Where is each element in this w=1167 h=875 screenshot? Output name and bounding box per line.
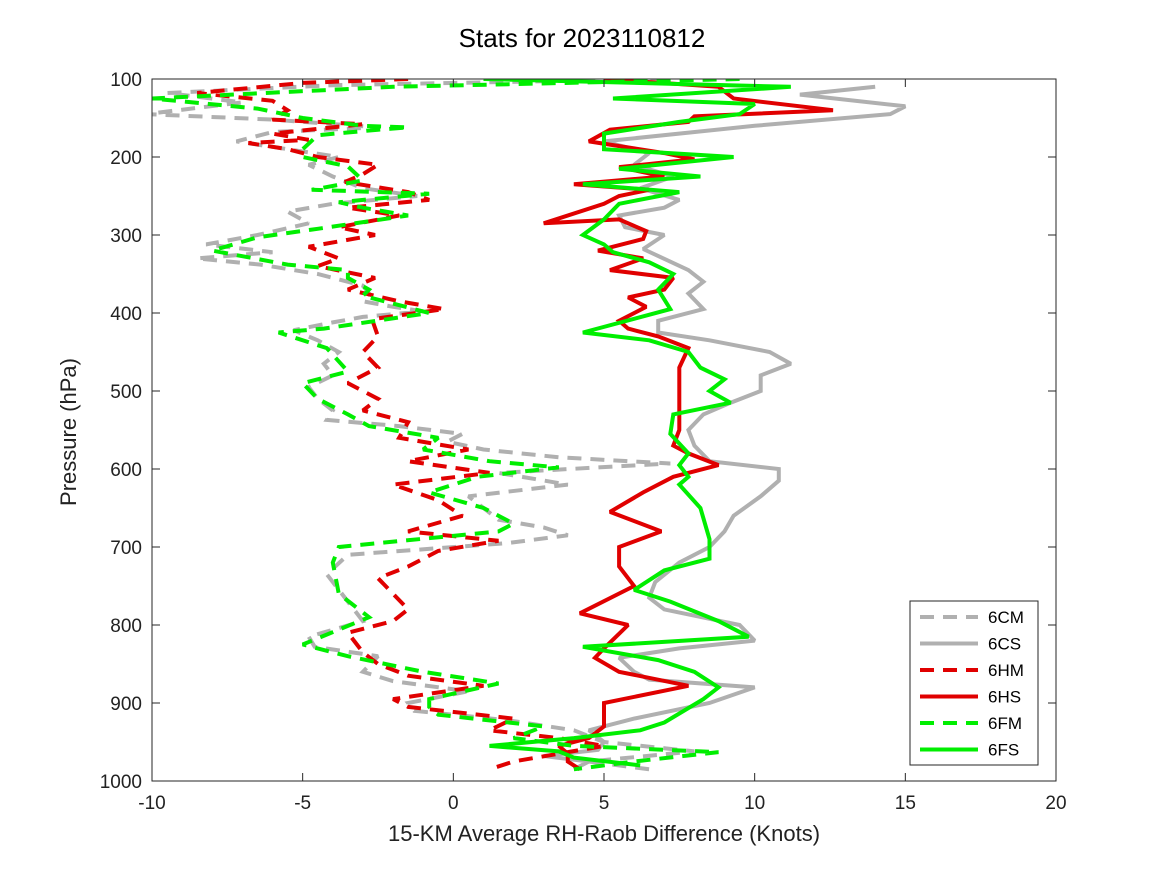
series-line-6hm xyxy=(196,79,605,772)
y-tick-label: 800 xyxy=(110,616,142,637)
x-tick-label: 20 xyxy=(1045,793,1066,814)
legend-label-6cm: 6CM xyxy=(988,608,1024,627)
x-tick-label: -5 xyxy=(294,793,311,814)
series-layer xyxy=(152,79,907,772)
y-tick-label: 1000 xyxy=(100,772,142,793)
x-tick-label: 0 xyxy=(448,793,459,814)
legend: 6CM 6CS 6HM 6HS 6FM 6FS xyxy=(909,600,1039,766)
ticks-layer: -10 -5 0 5 10 15 20 100 200 300 400 500 600 700 800 900… xyxy=(100,70,1067,814)
y-tick-label: 700 xyxy=(110,538,142,559)
legend-label-6fm: 6FM xyxy=(988,714,1022,733)
y-axis-label: Pressure (hPa) xyxy=(56,358,81,506)
y-tick-label: 400 xyxy=(110,304,142,325)
y-tick-label: 900 xyxy=(110,694,142,715)
chart-title: Stats for 2023110812 xyxy=(459,23,706,53)
legend-label-6cs: 6CS xyxy=(988,635,1021,654)
x-tick-label: 15 xyxy=(895,793,916,814)
y-tick-label: 200 xyxy=(110,148,142,169)
y-tick-label: 100 xyxy=(110,70,142,91)
y-tick-label: 600 xyxy=(110,460,142,481)
x-tick-label: -10 xyxy=(138,793,165,814)
legend-box xyxy=(909,600,1039,766)
y-tick-label: 300 xyxy=(110,226,142,247)
legend-label-6hm: 6HM xyxy=(988,661,1024,680)
y-tick-label: 500 xyxy=(110,382,142,403)
legend-label-6hs: 6HS xyxy=(988,688,1021,707)
series-line-6fs xyxy=(483,79,791,768)
legend-label-6fs: 6FS xyxy=(988,741,1019,760)
x-tick-label: 10 xyxy=(744,793,765,814)
series-line-6cm xyxy=(152,79,695,772)
series-line-6fm xyxy=(152,79,740,772)
x-tick-label: 5 xyxy=(599,793,610,814)
x-axis-label: 15-KM Average RH-Raob Difference (Knots) xyxy=(388,821,820,846)
